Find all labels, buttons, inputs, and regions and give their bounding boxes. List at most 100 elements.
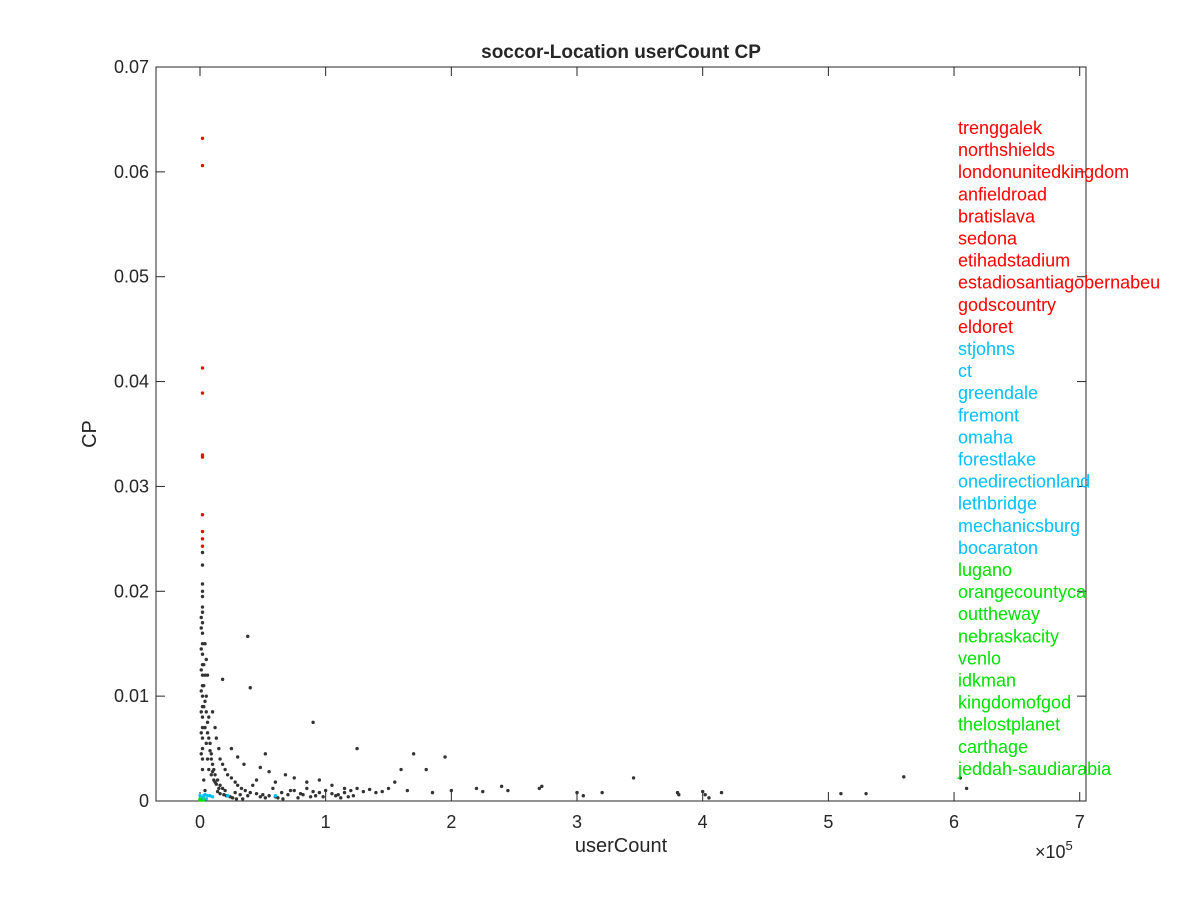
point-label-mid: mechanicsburg bbox=[958, 516, 1080, 536]
x-tick-label: 7 bbox=[1075, 812, 1085, 832]
data-point-top bbox=[200, 163, 205, 168]
y-tick-label: 0.04 bbox=[114, 372, 149, 392]
data-point-other bbox=[200, 673, 205, 677]
data-point-other bbox=[537, 786, 542, 791]
data-point-mid bbox=[204, 797, 208, 801]
x-tick-label: 2 bbox=[446, 812, 456, 832]
data-point-other bbox=[200, 582, 205, 586]
data-point-other bbox=[393, 780, 397, 784]
data-point-other bbox=[248, 686, 252, 690]
data-point-top bbox=[200, 544, 205, 548]
data-point-other bbox=[540, 784, 544, 789]
data-point-other bbox=[286, 793, 290, 797]
data-point-other bbox=[263, 752, 268, 756]
data-point-other bbox=[220, 677, 225, 682]
data-point-other bbox=[361, 789, 366, 794]
data-point-other bbox=[208, 748, 212, 753]
data-point-other bbox=[261, 793, 265, 797]
data-point-other bbox=[254, 778, 259, 782]
point-label-top: etihadstadium bbox=[958, 251, 1070, 271]
data-point-other bbox=[200, 757, 205, 761]
point-label-mid: bocaraton bbox=[958, 538, 1038, 558]
point-label-bottom: venlo bbox=[958, 648, 1001, 668]
data-point-top bbox=[200, 391, 205, 395]
data-point-other bbox=[200, 550, 205, 555]
point-label-mid: fremont bbox=[958, 405, 1019, 425]
data-point-other bbox=[225, 773, 230, 777]
data-point-other bbox=[258, 795, 263, 799]
data-point-other bbox=[220, 762, 225, 766]
x-axis-multiplier-exponent: 5 bbox=[1066, 838, 1073, 853]
data-point-other bbox=[218, 783, 222, 787]
point-label-top: bratislava bbox=[958, 206, 1036, 226]
chart-title: soccor-Location userCount CP bbox=[481, 42, 761, 63]
y-axis-ticks: 0 0.01 0.02 0.03 0.04 0.05 0.06 0.07 bbox=[114, 57, 1086, 811]
point-label-mid: onedirectionland bbox=[958, 472, 1090, 492]
data-point-top bbox=[200, 366, 205, 370]
data-point-other bbox=[199, 752, 203, 756]
data-point-other bbox=[238, 793, 242, 797]
data-point-other bbox=[205, 731, 210, 735]
data-point-other bbox=[631, 776, 636, 780]
data-point-other bbox=[199, 626, 203, 630]
data-point-other bbox=[200, 594, 205, 599]
data-point-other bbox=[248, 790, 252, 795]
data-point-other bbox=[200, 642, 205, 646]
data-point-other bbox=[200, 563, 205, 567]
data-point-other bbox=[258, 765, 263, 770]
point-label-mid: greendale bbox=[958, 383, 1038, 403]
point-label-top: trenggalek bbox=[958, 118, 1043, 138]
data-point-other bbox=[203, 673, 207, 677]
data-point-other bbox=[203, 699, 207, 704]
data-point-top bbox=[200, 136, 205, 141]
data-point-other bbox=[239, 786, 244, 791]
data-point-mid bbox=[225, 794, 230, 798]
data-point-other bbox=[506, 788, 510, 793]
data-point-other bbox=[481, 789, 485, 794]
data-point-other bbox=[210, 710, 215, 714]
data-point-other bbox=[204, 710, 208, 714]
data-point-other bbox=[399, 767, 403, 772]
point-label-top: sedona bbox=[958, 229, 1018, 249]
data-point-other bbox=[313, 794, 318, 798]
point-label-mid: ct bbox=[958, 361, 972, 381]
data-point-other bbox=[203, 642, 207, 646]
data-point-other bbox=[199, 668, 203, 672]
data-point-other bbox=[351, 794, 356, 798]
data-point-other bbox=[199, 731, 203, 735]
data-point-other bbox=[276, 796, 280, 800]
point-label-top: anfieldroad bbox=[958, 184, 1047, 204]
y-tick-label: 0.03 bbox=[114, 476, 149, 496]
data-point-other bbox=[218, 791, 222, 796]
data-point-other bbox=[449, 788, 454, 793]
data-point-other bbox=[411, 752, 416, 756]
data-point-other bbox=[200, 736, 205, 740]
data-point-other bbox=[308, 795, 313, 799]
data-point-other bbox=[205, 673, 210, 677]
data-point-other bbox=[575, 790, 579, 795]
data-point-other bbox=[214, 782, 219, 786]
data-point-other bbox=[474, 786, 479, 791]
data-point-other bbox=[215, 789, 220, 794]
data-point-other bbox=[208, 741, 212, 746]
data-point-other bbox=[386, 786, 391, 791]
data-point-other bbox=[204, 694, 208, 698]
data-point-other bbox=[677, 793, 681, 797]
data-point-other bbox=[210, 762, 215, 766]
y-tick-label: 0.05 bbox=[114, 267, 149, 287]
data-point-other bbox=[958, 776, 963, 780]
data-point-other bbox=[317, 778, 322, 782]
data-point-other bbox=[233, 790, 237, 795]
data-point-other bbox=[229, 776, 234, 780]
y-axis-label: CP bbox=[79, 420, 101, 448]
x-tick-label: 0 bbox=[195, 812, 205, 832]
data-point-other bbox=[305, 780, 309, 784]
data-point-other bbox=[355, 786, 359, 791]
scatter-points bbox=[198, 136, 969, 802]
data-point-other bbox=[209, 757, 213, 761]
data-point-other bbox=[205, 720, 210, 725]
x-axis-label: userCount bbox=[575, 835, 668, 857]
data-point-other bbox=[374, 790, 378, 795]
y-tick-label: 0 bbox=[139, 791, 149, 811]
data-point-other bbox=[346, 795, 350, 799]
